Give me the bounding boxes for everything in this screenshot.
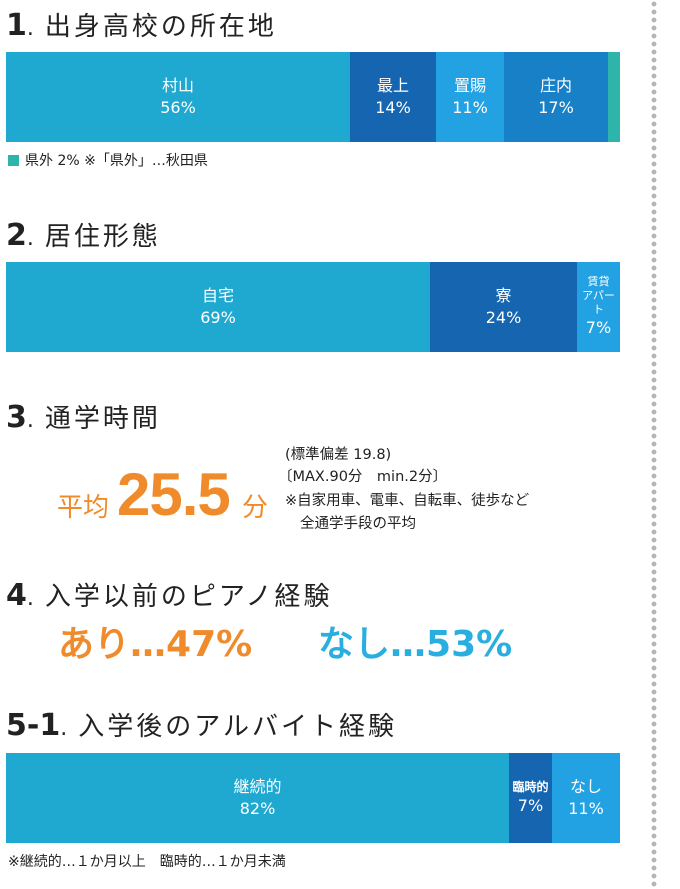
bar-segment-臨時的: 臨時的 7%	[509, 753, 552, 843]
segment-value: 11%	[452, 98, 488, 117]
legend-swatch-outside	[8, 155, 19, 166]
hometown-bar-chart: 村山 56% 最上 14% 置賜 11% 庄内 17%	[6, 52, 620, 142]
section-2-heading: 2. 居住形態	[6, 218, 161, 253]
segment-label: 最上	[376, 76, 409, 95]
bar-segment-置賜: 置賜 11%	[436, 52, 504, 142]
segment-value: 7%	[517, 795, 544, 815]
bar-segment-自宅: 自宅 69%	[6, 262, 430, 352]
segment-label: 臨時的	[512, 779, 549, 794]
section-1-heading: 1. 出身高校の所在地	[6, 8, 277, 43]
section-title: 入学後のアルバイト経験	[78, 712, 397, 742]
segment-value: 14%	[375, 98, 411, 117]
section-number: 3	[6, 400, 27, 435]
commute-average-label: 平均	[57, 493, 110, 523]
piano-no: なし…53%	[318, 615, 512, 667]
parttime-bar-chart: 継続的 82% 臨時的 7% なし 11%	[6, 753, 620, 843]
commute-sd: (標準偏差 19.8)	[285, 447, 392, 463]
segment-label: 置賜	[453, 76, 486, 95]
commute-range: 〔MAX.90分 min.2分〕	[278, 469, 448, 485]
segment-value: 82%	[239, 799, 276, 818]
bar-segment-継続的: 継続的 82%	[6, 753, 509, 843]
section-title: 出身高校の所在地	[44, 12, 277, 42]
piano-no-label: なし…	[318, 624, 427, 665]
dotted-divider	[650, 0, 658, 889]
piano-no-value: 53%	[426, 624, 513, 665]
section-3-heading: 3. 通学時間	[6, 400, 161, 435]
parttime-note: ※継続的…１か月以上 臨時的…１か月未満	[8, 854, 286, 870]
segment-value: 56%	[160, 98, 196, 117]
bar-segment-庄内: 庄内 17%	[504, 52, 608, 142]
segment-label: 継続的	[233, 777, 282, 796]
segment-value: 17%	[538, 98, 574, 117]
segment-value: 69%	[200, 308, 236, 327]
section-number: 1	[6, 8, 27, 43]
bar-segment-県外	[608, 52, 620, 142]
section-title: 通学時間	[44, 404, 161, 434]
bar-segment-寮: 寮 24%	[430, 262, 577, 352]
piano-yes-label: あり…	[58, 624, 167, 665]
segment-value: 7%	[585, 318, 612, 337]
commute-average-unit: 分	[242, 493, 269, 523]
piano-yes: あり…47%	[58, 615, 252, 667]
bar-segment-最上: 最上 14%	[350, 52, 436, 142]
bar-segment-村山: 村山 56%	[6, 52, 350, 142]
segment-value: 11%	[568, 799, 604, 818]
segment-value: 24%	[485, 308, 522, 327]
hometown-note-text: 県外 2% ※「県外」…秋田県	[25, 153, 208, 169]
piano-yes-value: 47%	[166, 624, 253, 665]
segment-label: 村山	[161, 76, 194, 95]
segment-label: 寮	[495, 286, 512, 305]
segment-label: 自宅	[201, 286, 234, 305]
segment-label: 賃貸 アパート	[582, 275, 615, 316]
commute-note-1: ※自家用車、電車、自転車、徒歩など	[285, 493, 530, 509]
bar-segment-なし: なし 11%	[552, 753, 620, 843]
section-number: 2	[6, 218, 27, 253]
section-number: 5-1	[6, 708, 61, 743]
residence-bar-chart: 自宅 69% 寮 24% 賃貸 アパート 7%	[6, 262, 620, 352]
segment-label: なし	[569, 777, 602, 796]
hometown-note: 県外 2% ※「県外」…秋田県	[8, 150, 208, 170]
section-4-heading: 4. 入学以前のピアノ経験	[6, 578, 333, 613]
section-title: 居住形態	[44, 222, 161, 252]
commute-note-2: 全通学手段の平均	[300, 516, 416, 532]
section-number: 4	[6, 578, 27, 613]
segment-label: 庄内	[539, 76, 572, 95]
commute-average-value: 25.5	[117, 461, 231, 528]
section-5-1-heading: 5-1. 入学後のアルバイト経験	[6, 708, 397, 743]
section-title: 入学以前のピアノ経験	[44, 582, 333, 612]
bar-segment-賃貸アパート: 賃貸 アパート 7%	[577, 262, 620, 352]
